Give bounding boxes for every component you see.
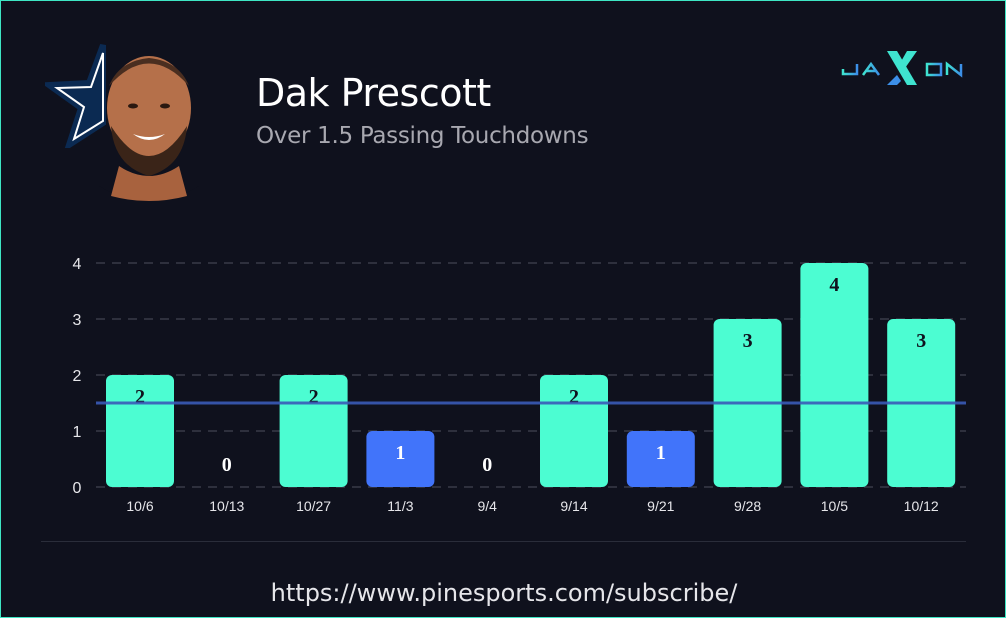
x-tick-label: 9/28	[734, 498, 761, 514]
y-tick-label: 0	[73, 480, 82, 497]
bar	[626, 431, 695, 487]
y-tick-label: 3	[73, 312, 82, 329]
data-label: 1	[395, 442, 405, 464]
data-label: 0	[482, 454, 492, 476]
data-label: 3	[743, 330, 753, 352]
x-tick-label: 9/4	[477, 498, 497, 514]
data-label: 3	[916, 330, 926, 352]
subscribe-link[interactable]: https://www.pinesports.com/subscribe/	[270, 579, 738, 607]
x-tick-label: 9/21	[647, 498, 674, 514]
player-name: Dak Prescott	[256, 71, 491, 115]
data-label: 1	[656, 442, 666, 464]
x-tick-label: 10/6	[126, 498, 153, 514]
y-tick-label: 4	[73, 256, 82, 273]
data-label: 2	[309, 386, 319, 408]
player-avatar	[99, 56, 199, 202]
star-icon	[45, 43, 106, 148]
x-tick-label: 9/14	[560, 498, 587, 514]
data-label: 2	[135, 386, 145, 408]
bar	[800, 263, 869, 487]
data-label: 4	[829, 274, 839, 296]
bar-chart: 0 1 2 3 4 2 10/6 0 10/13 2 10/27 1 11/3 0 9/4 2 9/14 1 9/2…	[73, 256, 966, 514]
divider	[41, 541, 966, 542]
x-tick-label: 11/3	[387, 498, 413, 514]
x-tick-label: 10/12	[904, 498, 939, 514]
bar	[366, 431, 435, 487]
y-tick-label: 2	[73, 368, 82, 385]
data-label: 2	[569, 386, 579, 408]
y-tick-label: 1	[73, 424, 82, 441]
x-tick-label: 10/27	[296, 498, 331, 514]
data-label: 0	[222, 454, 232, 476]
jaxon-logo	[841, 51, 963, 85]
prop-label: Over 1.5 Passing Touchdowns	[256, 123, 589, 149]
x-tick-label: 10/5	[821, 498, 848, 514]
x-tick-label: 10/13	[209, 498, 244, 514]
